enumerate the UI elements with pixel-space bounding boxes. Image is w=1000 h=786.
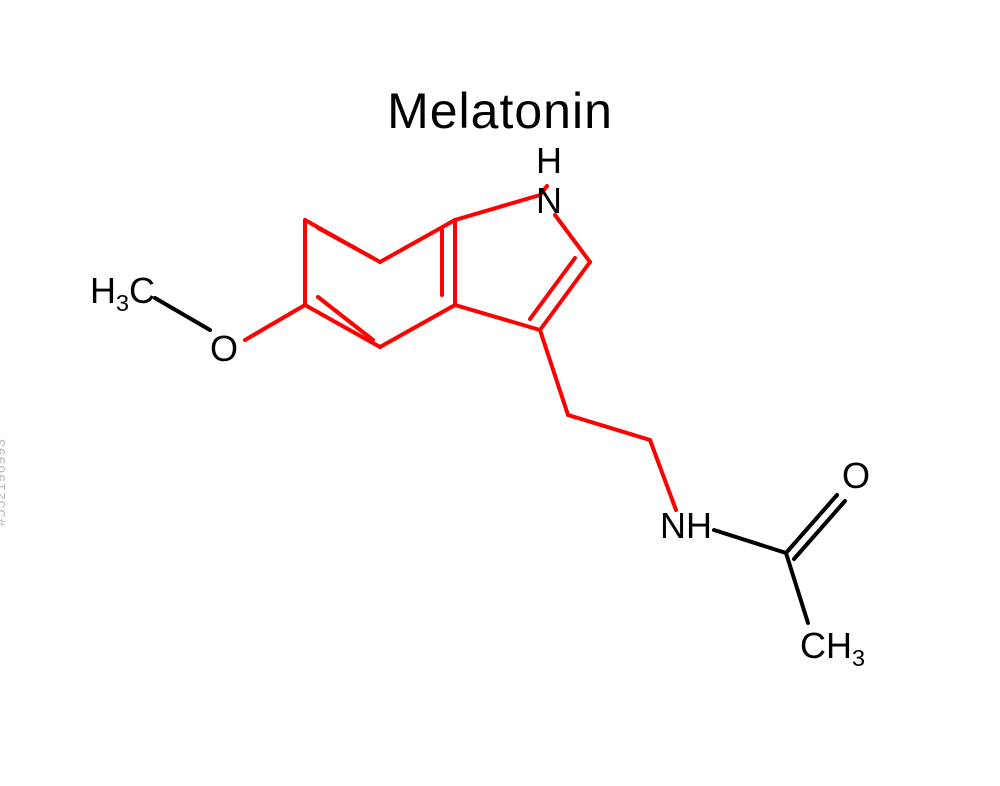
watermark-text: #552196993 bbox=[0, 438, 8, 526]
atom-label: N bbox=[536, 180, 562, 222]
diagram-canvas: Melatonin HNH3CONHOCH3 #552196993 bbox=[0, 0, 1000, 786]
atom-label: NH bbox=[660, 505, 712, 547]
atom-label: CH3 bbox=[800, 625, 865, 672]
atom-label: O bbox=[842, 455, 870, 497]
atom-label: H bbox=[536, 140, 562, 182]
atom-label: O bbox=[210, 328, 238, 370]
atom-label: H3C bbox=[90, 270, 155, 317]
